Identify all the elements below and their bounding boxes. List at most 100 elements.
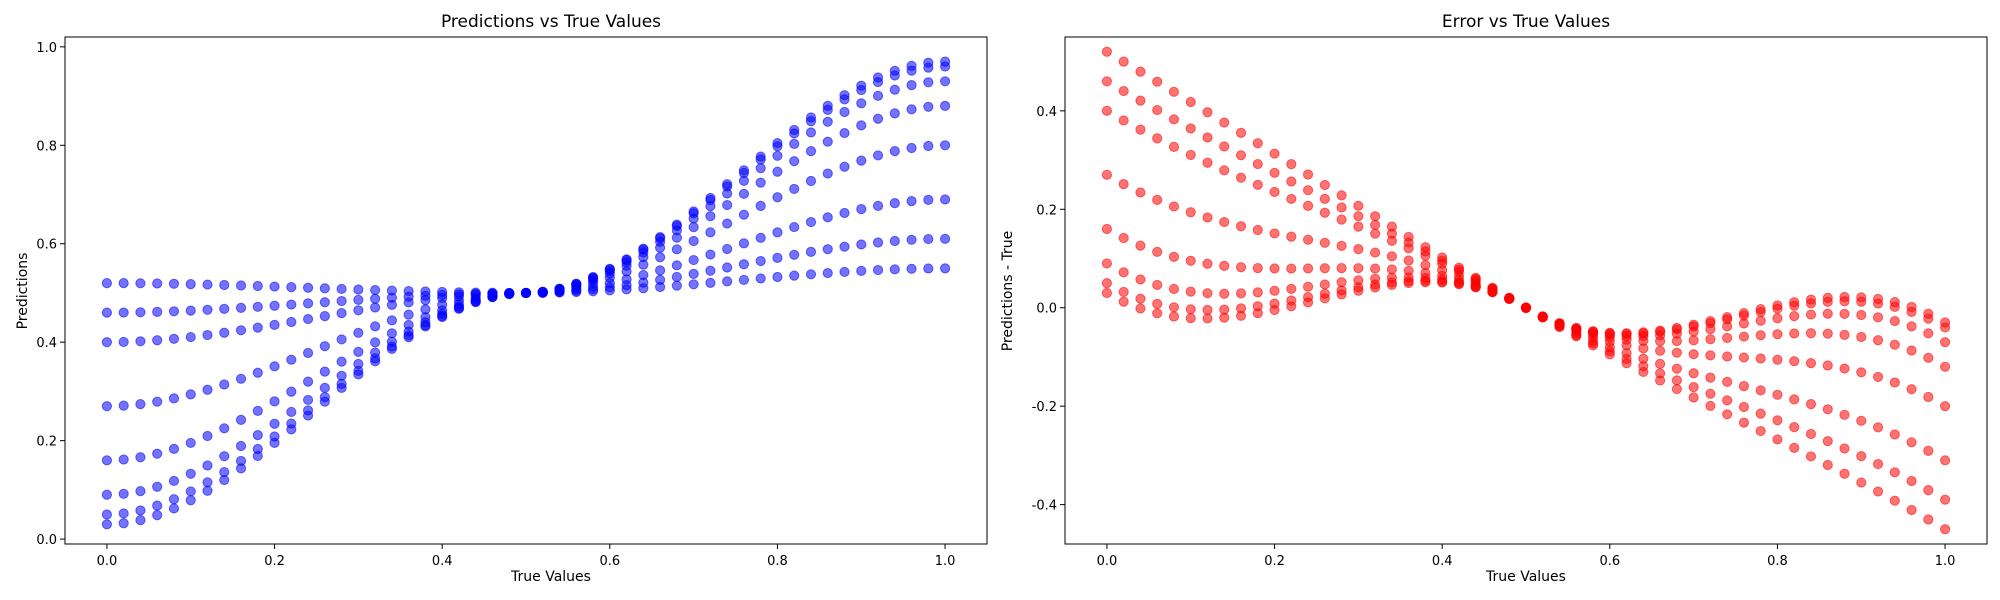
scatter-point: [939, 56, 951, 67]
scatter-point: [386, 328, 397, 339]
x-tick-label: 0.6: [599, 554, 620, 569]
x-tick-label: 0.0: [97, 554, 118, 569]
scatter-point: [353, 284, 364, 295]
scatter-point: [1939, 524, 1951, 535]
scatter-point: [1705, 315, 1716, 327]
scatter-point: [856, 239, 867, 250]
scatter-point: [219, 423, 230, 434]
scatter-point: [537, 286, 548, 297]
scatter-point: [1772, 300, 1783, 311]
scatter-point: [1671, 322, 1682, 334]
scatter-point: [738, 209, 750, 220]
scatter-point: [1688, 335, 1699, 346]
scatter-point: [638, 243, 649, 254]
scatter-point: [1554, 318, 1565, 329]
scatter-point: [420, 295, 431, 306]
scatter-point: [805, 269, 817, 280]
scatter-point: [1805, 294, 1817, 305]
scatter-point: [856, 265, 867, 277]
scatter-point: [1839, 363, 1850, 374]
scatter-point: [1789, 328, 1800, 339]
scatter-point: [152, 396, 163, 407]
scatter-point: [1671, 383, 1682, 395]
scatter-point: [1336, 202, 1347, 213]
scatter-point: [1805, 399, 1817, 410]
scatter-point: [1185, 255, 1196, 266]
scatter-point: [1722, 351, 1733, 362]
scatter-point: [1269, 228, 1280, 239]
scatter-point: [789, 221, 800, 233]
scatter-point: [1906, 475, 1917, 487]
scatter-point: [1822, 308, 1833, 319]
scatter-point: [370, 293, 381, 304]
scatter-point: [906, 196, 917, 207]
scatter-point: [1839, 468, 1850, 479]
scatter-point: [386, 315, 397, 326]
scatter-point: [1822, 436, 1833, 447]
scatter-point: [185, 486, 196, 497]
y-tick-label: 0.0: [1036, 302, 1057, 317]
scatter-point: [1302, 169, 1314, 180]
scatter-point: [1671, 363, 1682, 374]
scatter-point: [185, 331, 196, 343]
scatter-point: [152, 278, 163, 289]
scatter-point: [1319, 193, 1330, 204]
scatter-point: [1923, 308, 1934, 319]
scatter-point: [889, 198, 900, 209]
scatter-point: [118, 454, 129, 465]
scatter-point: [1738, 352, 1750, 363]
scatter-point: [1269, 285, 1280, 296]
scatter-point: [252, 430, 263, 441]
scatter-point: [839, 106, 850, 118]
scatter-point: [1872, 335, 1884, 346]
scatter-point: [872, 90, 884, 101]
scatter-point: [772, 150, 783, 161]
scatter-point: [336, 295, 347, 307]
scatter-point: [1722, 376, 1733, 388]
scatter-point: [135, 486, 146, 497]
scatter-point: [1286, 193, 1297, 205]
scatter-point: [1856, 477, 1867, 488]
scatter-point: [1705, 350, 1716, 361]
scatter-point: [839, 161, 850, 172]
scatter-point: [202, 384, 213, 395]
scatter-point: [1235, 172, 1247, 183]
scatter-point: [219, 279, 230, 291]
scatter-point: [1453, 279, 1465, 290]
scatter-point: [923, 77, 934, 88]
scatter-point: [1319, 207, 1330, 218]
scatter-point: [1336, 289, 1347, 300]
scatter-point: [889, 65, 900, 76]
scatter-point: [1655, 368, 1666, 379]
scatter-point: [805, 216, 817, 228]
scatter-point: [1353, 263, 1364, 274]
scatter-point: [1520, 302, 1532, 313]
scatter-point: [1705, 334, 1716, 345]
scatter-point: [1168, 114, 1180, 125]
scatter-point: [1839, 409, 1850, 420]
scatter-point: [1101, 278, 1113, 289]
scatter-point: [520, 287, 532, 299]
scatter-point: [705, 277, 716, 288]
scatter-point: [1202, 304, 1213, 316]
scatter-point: [302, 347, 314, 359]
scatter-point: [671, 260, 682, 271]
scatter-point: [118, 518, 129, 529]
scatter-point: [152, 500, 163, 511]
scatter-point: [1252, 287, 1263, 298]
scatter-point: [889, 235, 900, 247]
scatter-point: [185, 495, 196, 506]
scatter-point: [822, 244, 833, 255]
scatter-point: [1420, 250, 1431, 261]
scatter-point: [1269, 304, 1280, 316]
scatter-point: [1152, 246, 1163, 257]
scatter-point: [872, 72, 884, 83]
scatter-point: [1185, 123, 1196, 134]
scatter-point: [1168, 251, 1180, 262]
scatter-point: [688, 279, 699, 290]
scatter-point: [202, 477, 213, 488]
scatter-point: [1755, 315, 1766, 326]
scatter-point: [152, 306, 163, 317]
scatter-point: [738, 274, 750, 286]
scatter-point: [1604, 327, 1615, 338]
